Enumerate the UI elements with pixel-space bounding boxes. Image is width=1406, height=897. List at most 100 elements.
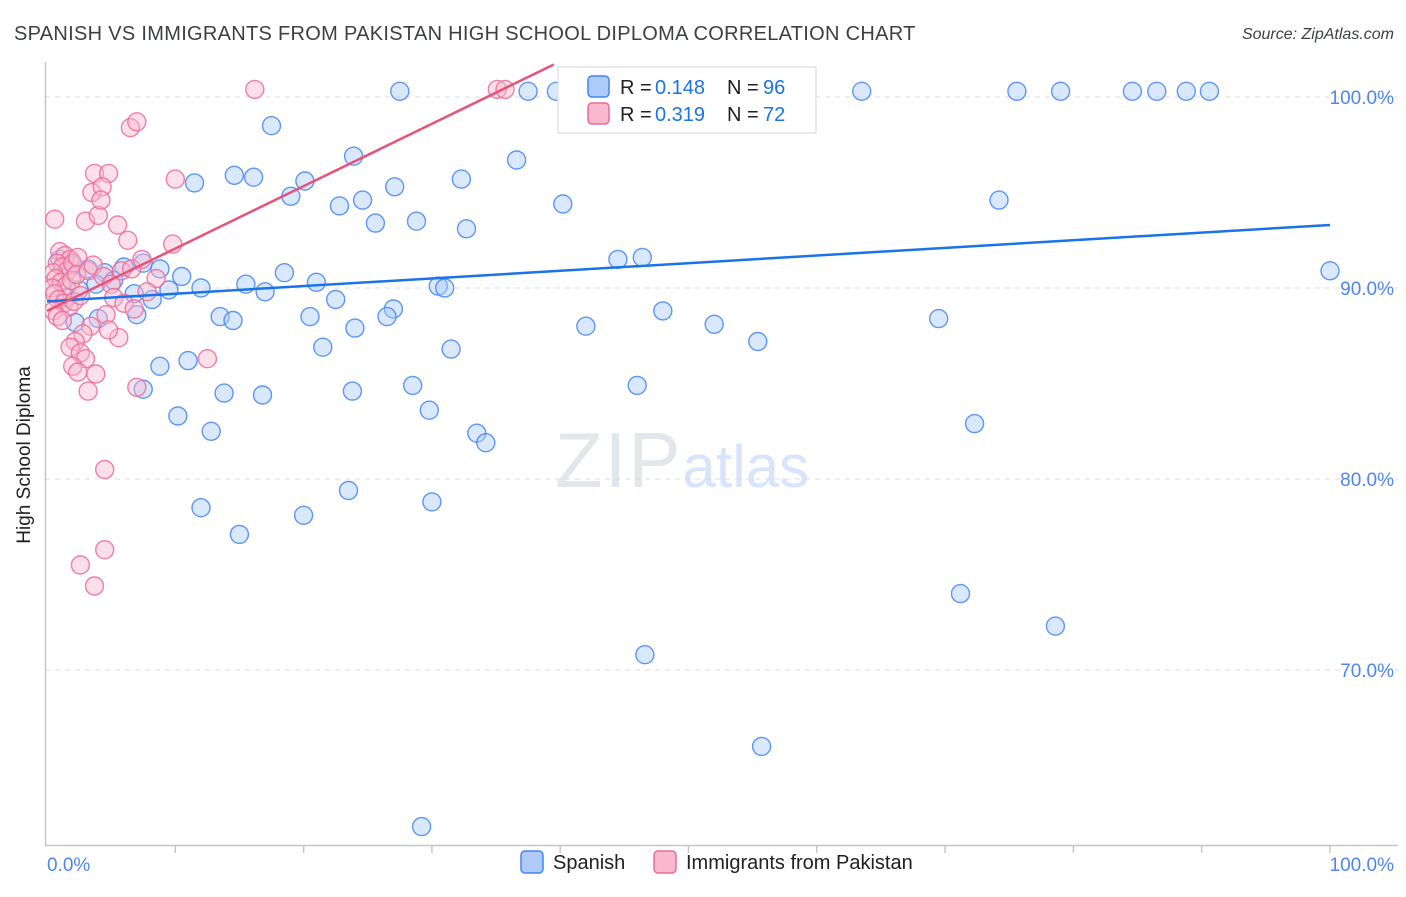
trend-line-spanish [46,223,1331,303]
data-point-spanish [518,81,538,102]
data-point-spanish [293,505,314,525]
data-point-spanish [150,356,170,376]
y-axis-title: High School Diploma [14,366,35,544]
data-point-spanish [338,480,359,501]
data-point-spanish [451,169,472,189]
data-point-spanish [476,433,496,453]
data-point-pakistan [165,169,186,189]
data-point-spanish [377,306,397,327]
data-point-spanish [950,583,971,604]
data-point-spanish [1176,81,1197,102]
data-point-pakistan [245,79,265,100]
data-point-spanish [422,492,442,512]
data-point-pakistan [45,209,65,229]
data-point-spanish [506,150,527,170]
legend-box: R = 0.148 N = 96 R = 0.319 N = 72 [557,66,817,134]
data-point-spanish [306,272,327,292]
data-point-pakistan [124,299,144,319]
data-point-spanish [191,278,211,298]
y-tick-label: 90.0% [1340,279,1394,300]
data-point-spanish [411,816,432,837]
data-point-spanish [201,421,221,441]
data-point-spanish [352,190,373,210]
data-point-spanish [345,318,365,338]
data-point-spanish [223,310,243,331]
data-point-pakistan [107,215,128,235]
data-point-spanish [419,400,439,420]
data-point-spanish [150,259,170,279]
data-point-spanish [748,331,768,352]
data-point-spanish [964,413,985,434]
bottom-legend-label-spanish: Spanish [553,852,625,874]
legend-swatch-pakistan [587,102,610,125]
legend-r-label-2: R = [620,104,652,126]
legend-swatch-spanish [587,75,610,98]
data-point-spanish [300,306,320,327]
data-point-pakistan [66,264,87,285]
data-point-spanish [435,278,455,298]
legend-n-value-1: 96 [763,77,785,99]
data-point-spanish [627,375,647,396]
data-point-spanish [224,165,245,186]
data-point-pakistan [109,328,129,348]
data-point-spanish [329,196,350,216]
legend-n-label-2: N = [727,104,759,126]
data-point-pakistan [127,377,147,397]
data-point-spanish [553,194,573,214]
data-point-pakistan [52,310,73,331]
trend-lines-layer [46,63,1331,313]
data-point-spanish [385,177,405,197]
data-point-spanish [274,263,295,283]
data-point-spanish [929,308,949,329]
data-point-spanish [261,115,282,136]
data-point-spanish [403,375,423,396]
data-point-pakistan [68,247,88,268]
data-point-spanish [406,211,427,231]
bottom-legend: Spanish Immigrants from Pakistan [520,850,913,874]
data-point-pakistan [84,576,105,596]
data-point-spanish [171,266,192,287]
data-point-spanish [653,301,673,321]
data-point-spanish [989,190,1009,210]
legend-n-value-2: 72 [763,104,785,126]
data-point-pakistan [86,364,106,384]
watermark: ZIPatlas [555,416,809,504]
data-point-spanish [326,289,346,310]
data-point-pakistan [80,316,101,336]
y-tick-labels: 100.0% 90.0% 80.0% 70.0% [1330,88,1395,682]
data-point-pakistan [94,459,115,480]
legend-r-label-1: R = [620,77,652,99]
data-point-pakistan [70,555,91,575]
data-point-spanish [1147,81,1167,102]
data-point-spanish [383,299,404,319]
data-point-pakistan [98,320,119,340]
data-point-spanish [1007,81,1027,102]
bottom-legend-label-pakistan: Immigrants from Pakistan [686,852,913,874]
data-point-spanish [608,249,628,270]
data-point-pakistan [114,293,134,313]
data-point-pakistan [137,282,157,302]
data-point-spanish [214,383,234,403]
data-point-spanish [243,167,264,187]
bottom-legend-swatch-pakistan [653,850,677,874]
data-point-pakistan [96,305,116,325]
data-point-spanish [168,406,188,426]
data-point-pakistan [73,324,93,344]
data-point-spanish [191,498,211,518]
axis-ticks [174,845,1331,853]
y-tick-label: 80.0% [1340,470,1394,491]
data-point-spanish [576,316,596,336]
data-point-spanish [441,339,461,359]
data-point-spanish [1050,81,1071,102]
data-point-spanish [1199,81,1220,102]
data-point-spanish [635,645,655,665]
data-point-pakistan [118,230,138,251]
data-point-pakistan [146,268,166,289]
legend-n-label-1: N = [727,77,759,99]
data-point-pakistan [88,205,109,226]
data-point-spanish [365,213,386,233]
x-tick-label-left: 0.0% [47,855,90,876]
data-point-pakistan [94,540,115,560]
